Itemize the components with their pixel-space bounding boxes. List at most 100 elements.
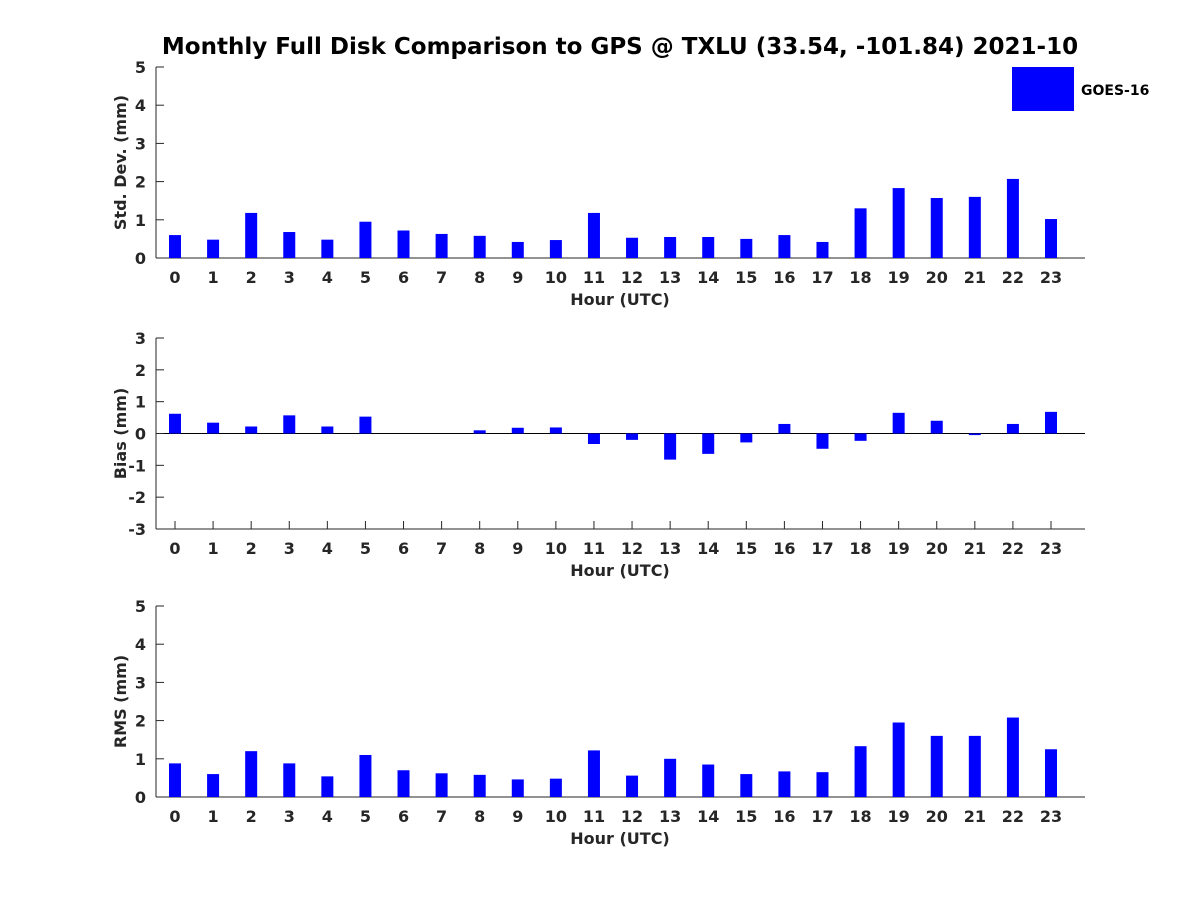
- rms-bar: [587, 750, 600, 797]
- bias-bar: [854, 433, 867, 441]
- std-dev-bar: [473, 235, 486, 258]
- bias-bar: [740, 433, 753, 443]
- std-dev-x-tick-label: 6: [398, 268, 409, 287]
- bias-x-tick-label: 12: [621, 539, 643, 558]
- bias-x-tick-label: 22: [1002, 539, 1024, 558]
- std-dev-bar: [549, 240, 562, 258]
- rms-x-tick-label: 8: [474, 807, 485, 826]
- bias-x-tick-label: 4: [322, 539, 333, 558]
- bias-x-tick-label: 20: [926, 539, 948, 558]
- std-dev-bar: [283, 232, 296, 258]
- bias-bar: [587, 433, 600, 445]
- std-dev-bar: [816, 241, 829, 258]
- rms-bar: [169, 763, 181, 797]
- std-dev-bar: [740, 238, 753, 258]
- rms-bar: [626, 775, 639, 797]
- bias-x-tick-label: 5: [360, 539, 371, 558]
- std-dev-bar: [1006, 178, 1019, 258]
- std-dev-x-tick-label: 15: [735, 268, 757, 287]
- rms-x-tick-label: 10: [545, 807, 567, 826]
- rms-x-tick-label: 3: [284, 807, 295, 826]
- bias-x-tick-label: 9: [512, 539, 523, 558]
- rms-x-tick-label: 14: [697, 807, 719, 826]
- std-dev-x-label: Hour (UTC): [570, 290, 670, 309]
- rms-x-tick-label: 1: [208, 807, 219, 826]
- bias-bar: [207, 422, 220, 434]
- std-dev-x-tick-label: 21: [964, 268, 986, 287]
- rms-bar: [1045, 749, 1057, 797]
- rms-x-tick-label: 5: [360, 807, 371, 826]
- std-dev-y-tick-label: 5: [135, 58, 146, 77]
- bias-bar: [1006, 423, 1019, 434]
- std-dev-bar: [930, 198, 943, 258]
- std-dev-x-tick-label: 0: [169, 268, 180, 287]
- std-dev-bar: [854, 208, 867, 258]
- rms-bar: [740, 774, 753, 797]
- rms-bar: [359, 754, 372, 797]
- std-dev-bar: [664, 236, 677, 258]
- rms-bar: [778, 771, 791, 797]
- bias-bar: [892, 412, 905, 434]
- rms-y-tick-label: 2: [135, 712, 146, 731]
- std-dev-bar: [169, 235, 181, 258]
- bias-bar: [245, 426, 258, 434]
- rms-bar: [854, 746, 867, 797]
- std-dev-y-tick-label: 1: [135, 211, 146, 230]
- std-dev-x-tick-label: 12: [621, 268, 643, 287]
- rms-y-tick-label: 1: [135, 750, 146, 769]
- bias-bar: [968, 433, 981, 436]
- std-dev-y-tick-label: 3: [135, 134, 146, 153]
- rms-x-label: Hour (UTC): [570, 829, 670, 848]
- bias-x-tick-label: 18: [849, 539, 871, 558]
- rms-bar: [245, 751, 258, 797]
- bias-y-tick-label: 3: [135, 329, 146, 348]
- rms-x-tick-label: 15: [735, 807, 757, 826]
- bias-x-tick-label: 7: [436, 539, 447, 558]
- bias-x-tick-label: 17: [811, 539, 833, 558]
- bias-bar: [359, 416, 372, 434]
- std-dev-x-tick-label: 3: [284, 268, 295, 287]
- std-dev-bar: [207, 239, 220, 258]
- std-dev-bar: [397, 230, 410, 258]
- bias-y-tick-label: 1: [135, 393, 146, 412]
- bias-x-tick-label: 19: [888, 539, 910, 558]
- std-dev-x-tick-label: 8: [474, 268, 485, 287]
- rms-x-tick-label: 11: [583, 807, 605, 826]
- rms-y-tick-label: 0: [135, 788, 146, 807]
- bias-bar: [473, 430, 486, 434]
- std-dev-x-tick-label: 14: [697, 268, 719, 287]
- std-dev-x-tick-label: 1: [208, 268, 219, 287]
- bias-bar: [816, 433, 829, 449]
- rms-bar: [549, 778, 562, 797]
- std-dev-bar: [892, 188, 905, 258]
- rms-bar: [397, 770, 410, 797]
- std-dev-x-tick-label: 7: [436, 268, 447, 287]
- bias-x-tick-label: 1: [208, 539, 219, 558]
- std-dev-bar: [245, 212, 258, 258]
- std-dev-x-tick-label: 20: [926, 268, 948, 287]
- rms-x-tick-label: 16: [773, 807, 795, 826]
- bias-bar: [1045, 411, 1057, 434]
- std-dev-x-tick-label: 9: [512, 268, 523, 287]
- rms-bar: [321, 776, 334, 797]
- rms-x-tick-label: 18: [849, 807, 871, 826]
- bias-bar: [702, 433, 715, 454]
- bias-x-tick-label: 2: [246, 539, 257, 558]
- rms-y-tick-label: 3: [135, 673, 146, 692]
- std-dev-x-tick-label: 11: [583, 268, 605, 287]
- rms-bar: [968, 735, 981, 797]
- rms-x-tick-label: 2: [246, 807, 257, 826]
- std-dev-x-tick-label: 18: [849, 268, 871, 287]
- bias-x-tick-label: 16: [773, 539, 795, 558]
- rms-bar: [1006, 717, 1019, 797]
- rms-x-tick-label: 19: [888, 807, 910, 826]
- legend: GOES-16: [1012, 67, 1149, 111]
- rms-x-tick-label: 9: [512, 807, 523, 826]
- bias-y-label: Bias (mm): [111, 388, 130, 480]
- rms-y-tick-label: 5: [135, 597, 146, 616]
- std-dev-x-tick-label: 13: [659, 268, 681, 287]
- std-dev-bar: [321, 239, 334, 258]
- bias-bar: [664, 433, 677, 460]
